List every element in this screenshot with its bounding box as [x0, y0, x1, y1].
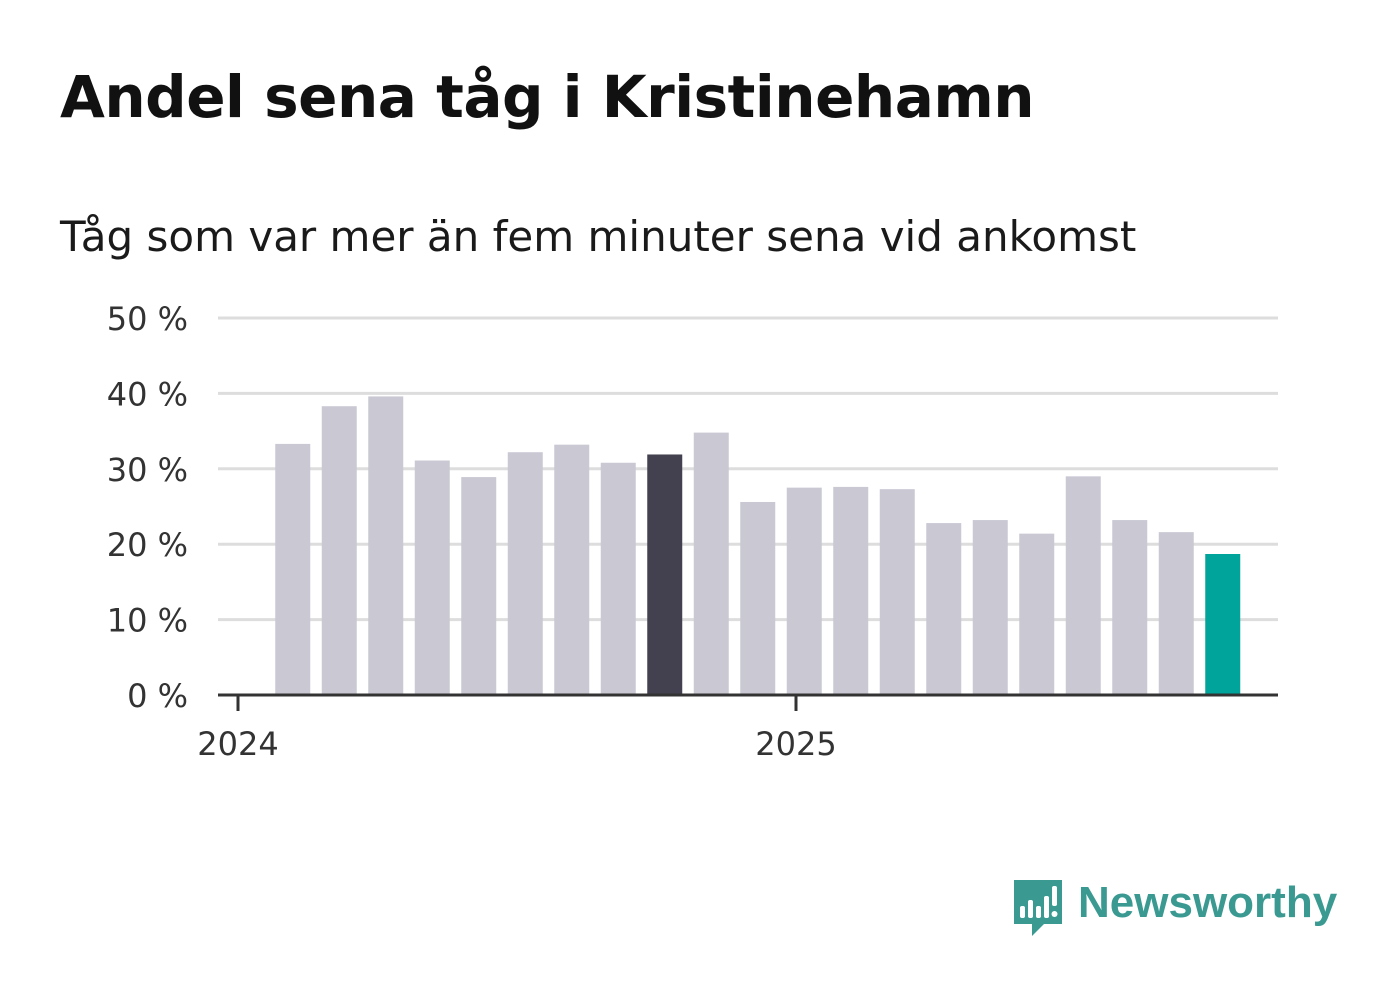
bar — [554, 444, 590, 695]
x-tick-label: 2025 — [755, 725, 836, 763]
x-tick-label: 2024 — [197, 725, 278, 763]
bar-latest — [1205, 554, 1241, 695]
y-tick-label: 40 % — [107, 375, 188, 413]
bar — [833, 486, 869, 695]
y-tick-label: 10 % — [107, 602, 188, 640]
bar — [879, 489, 915, 695]
bar — [1112, 520, 1148, 695]
bar — [368, 396, 404, 695]
bar — [600, 462, 636, 695]
bar — [275, 443, 311, 695]
bar — [414, 460, 450, 695]
bars — [275, 396, 1241, 695]
brand-name: Newsworthy — [1078, 878, 1338, 927]
y-tick-label: 0 % — [127, 677, 188, 715]
bar — [1019, 533, 1055, 695]
chart-subtitle: Tåg som var mer än fem minuter sena vid … — [60, 212, 1137, 261]
bar — [1065, 476, 1101, 695]
y-tick-label: 20 % — [107, 526, 188, 564]
y-tick-label: 30 % — [107, 451, 188, 489]
bar — [740, 501, 776, 695]
bar-highlight — [647, 454, 683, 695]
x-axis: 2024 2025 — [197, 693, 1278, 763]
newsworthy-logo[interactable]: Newsworthy — [1010, 876, 1337, 942]
bar — [321, 406, 357, 695]
chart-title: Andel sena tåg i Kristinehamn — [60, 63, 1035, 131]
bar — [926, 523, 962, 695]
bar — [786, 487, 822, 695]
bar — [1158, 532, 1194, 695]
bar — [972, 520, 1008, 695]
y-tick-label: 50 % — [107, 300, 188, 338]
bar — [693, 432, 729, 695]
y-axis-labels: 0 % 10 % 20 % 30 % 40 % 50 % — [107, 300, 188, 715]
newsworthy-logo-icon — [1014, 880, 1062, 936]
bar — [461, 477, 497, 695]
bar — [507, 452, 543, 695]
